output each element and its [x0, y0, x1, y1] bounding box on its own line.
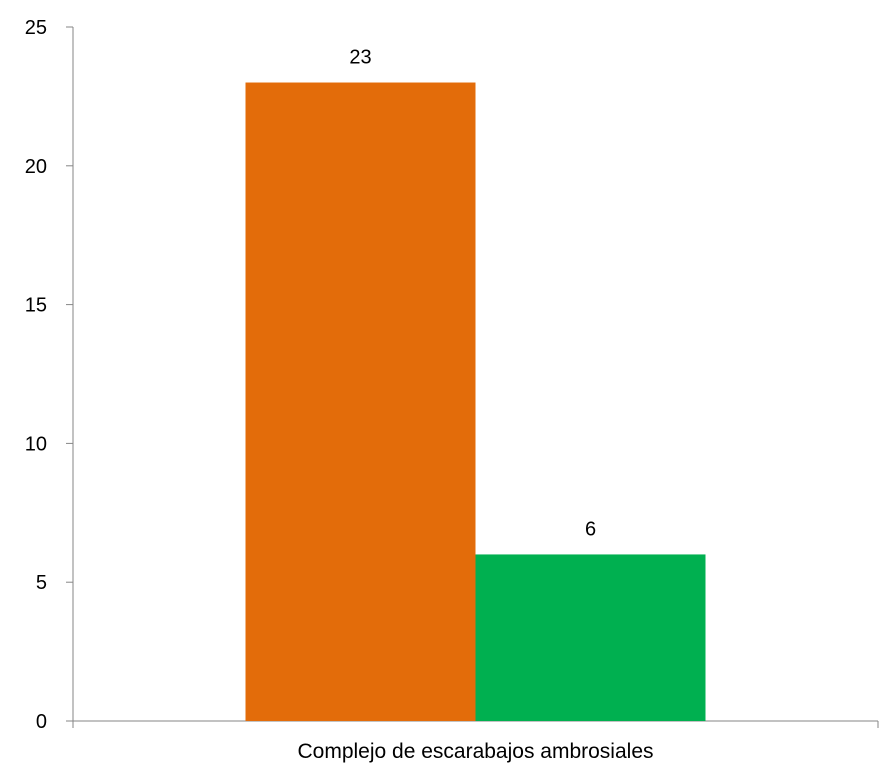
y-tick-label: 25 [25, 17, 47, 39]
y-tick-label: 10 [25, 433, 47, 455]
bar-series-1 [245, 82, 476, 721]
bars [245, 82, 706, 721]
y-tick-label: 0 [36, 711, 47, 733]
labels: 0 5 10 15 20 25 23 6 Complejo de escarabajos amb… [25, 17, 654, 763]
y-tick-label: 15 [25, 295, 47, 317]
data-label: 23 [349, 47, 371, 69]
data-label: 6 [585, 518, 596, 540]
category-label: Complejo de escarabajos ambrosiales [297, 740, 653, 763]
y-tick-label: 5 [36, 572, 47, 594]
bar-series-2 [475, 554, 706, 721]
y-tick-label: 20 [25, 156, 47, 178]
